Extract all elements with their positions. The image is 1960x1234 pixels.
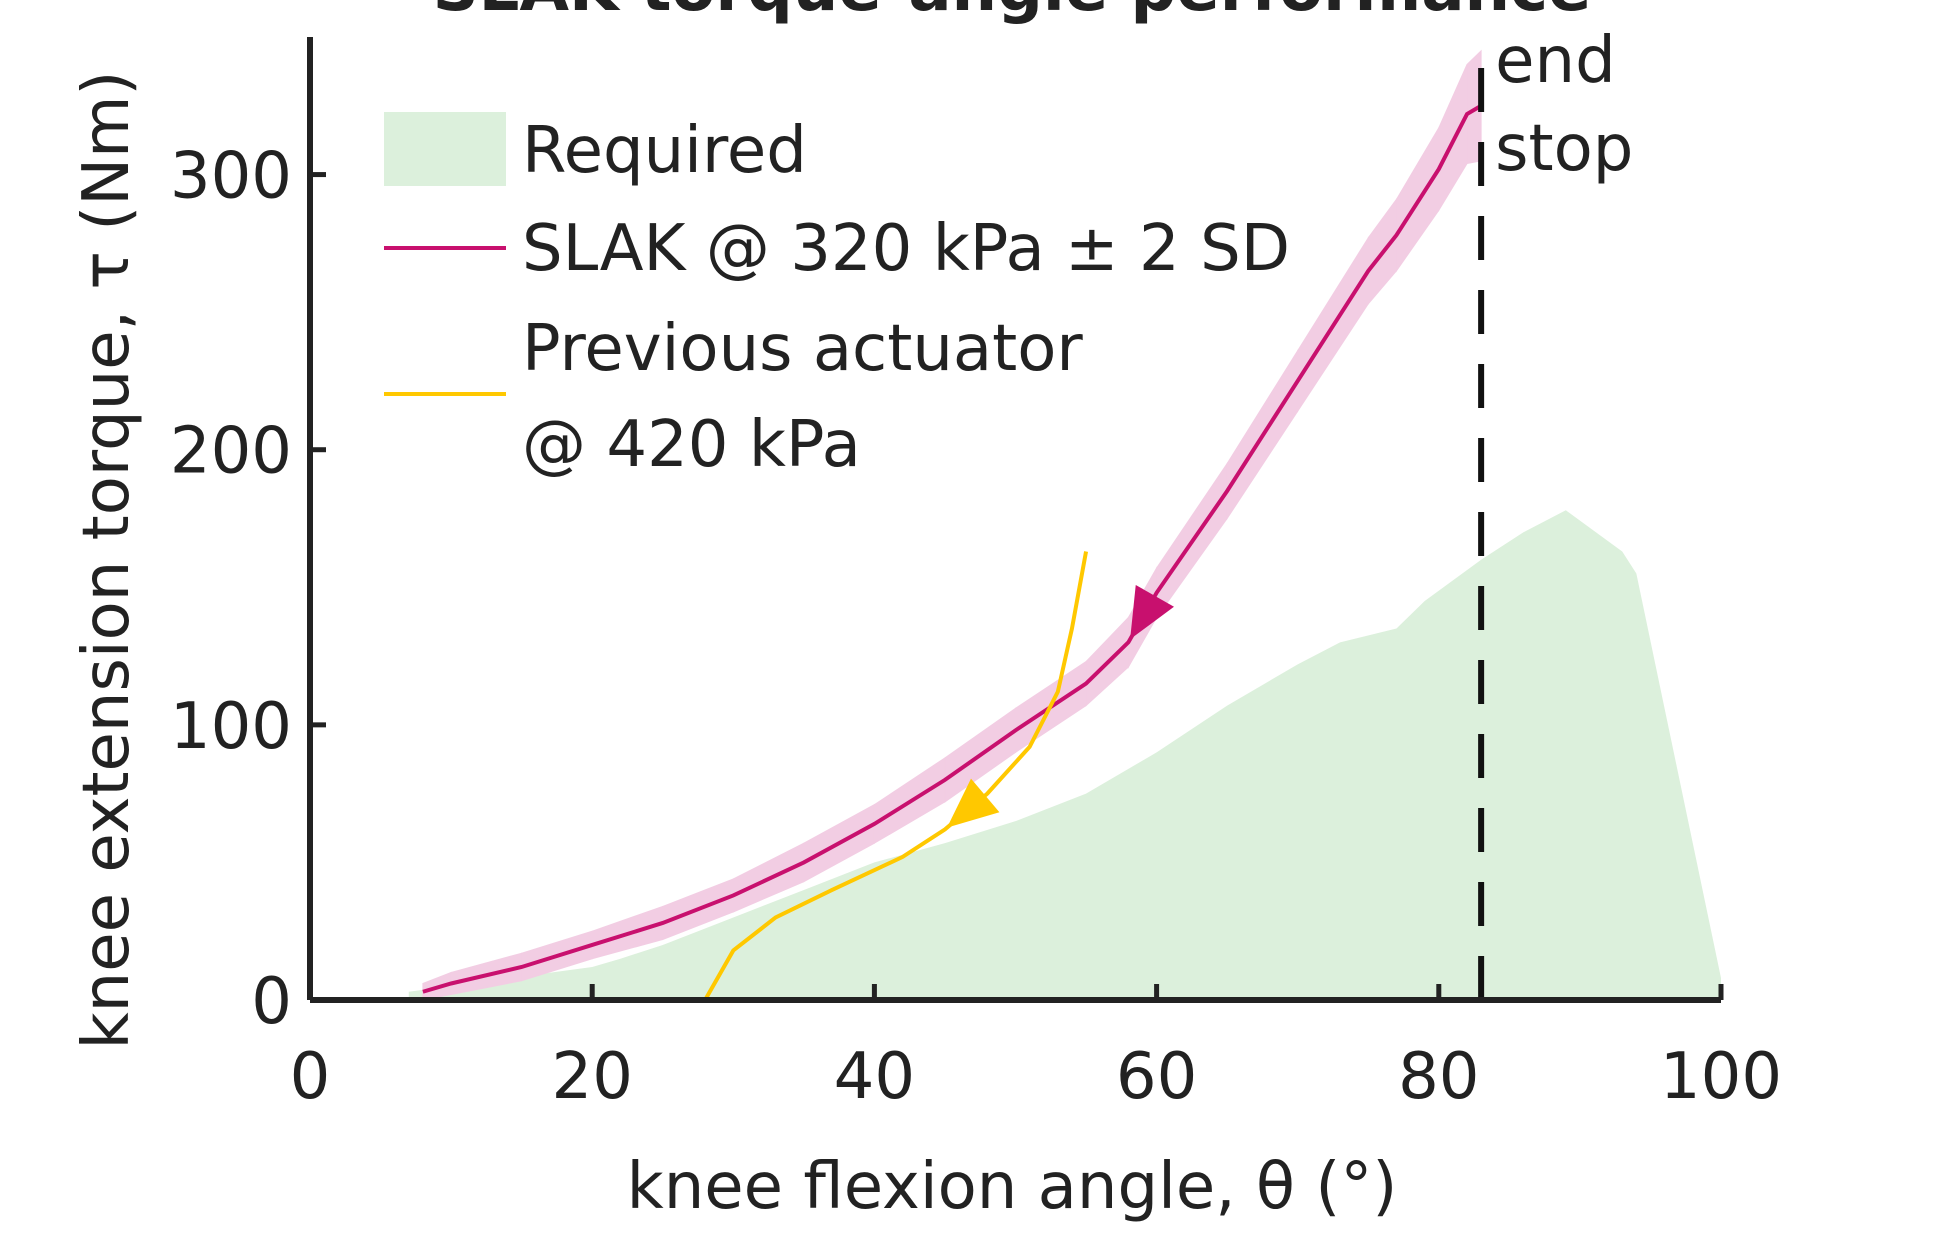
x-tick-label: 80 [1398, 1040, 1479, 1114]
x-tick-label: 40 [834, 1040, 915, 1114]
legend-label: Required [522, 114, 807, 188]
x-tick-label: 60 [1116, 1040, 1197, 1114]
chart-title: SLAK torque-angle performance [433, 0, 1592, 26]
plot-area [409, 51, 1721, 1000]
x-axis-label: knee flexion angle, θ (°) [627, 1150, 1398, 1224]
legend-label: @ 420 kPa [522, 408, 861, 482]
legend-swatch [384, 112, 506, 186]
end-stop-label: stop [1495, 112, 1633, 186]
y-tick-label: 0 [251, 965, 292, 1039]
chart: SLAK torque-angle performance knee flexi… [0, 0, 1960, 1234]
legend-label: Previous actuator [522, 312, 1083, 386]
y-tick-label: 300 [170, 140, 292, 214]
end-stop-label: end [1495, 24, 1616, 98]
x-tick-label: 0 [290, 1040, 331, 1114]
x-tick-label: 100 [1660, 1040, 1782, 1114]
legend-label: SLAK @ 320 kPa ± 2 SD [522, 212, 1290, 286]
x-tick-label: 20 [551, 1040, 632, 1114]
y-tick-label: 100 [170, 690, 292, 764]
y-tick-label: 200 [170, 415, 292, 489]
y-axis-label: knee extension torque, τ (Nm) [70, 71, 144, 1050]
